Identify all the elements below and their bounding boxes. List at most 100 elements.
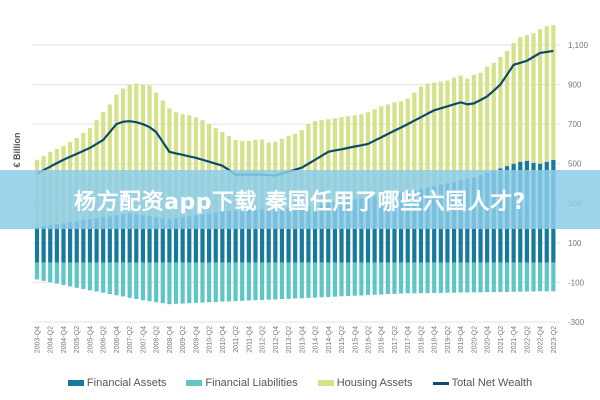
x-tick-label: 2015-Q2	[339, 326, 346, 353]
bar-housing-assets	[498, 56, 503, 169]
bar-financial-assets	[213, 212, 218, 263]
bar-financial-assets	[167, 219, 172, 263]
bar-financial-assets	[48, 225, 53, 263]
bar-financial-liabilities	[173, 262, 179, 304]
bar-financial-liabilities	[246, 262, 251, 301]
bar-housing-assets	[405, 98, 410, 192]
x-tick-label: 2016-Q4	[379, 326, 386, 353]
bar-financial-liabilities	[339, 262, 344, 297]
bar-financial-assets	[299, 207, 304, 263]
bar-financial-assets	[207, 213, 212, 263]
bar-financial-liabilities	[61, 262, 66, 286]
bar-financial-liabilities	[538, 262, 543, 292]
bar-financial-assets	[187, 216, 192, 263]
x-tick-label: 2023-Q2	[551, 326, 558, 353]
bar-financial-liabilities	[68, 262, 73, 287]
legend-swatch	[432, 381, 449, 385]
bar-financial-liabilities	[180, 262, 185, 304]
bar-financial-liabilities	[332, 262, 337, 297]
bar-financial-assets	[266, 208, 271, 263]
bar-housing-assets	[173, 112, 179, 219]
bar-financial-liabilities	[253, 262, 258, 301]
x-tick-label: 2011-Q4	[246, 326, 253, 353]
x-tick-label: 2008-Q4	[167, 326, 174, 353]
bar-financial-liabilities	[405, 262, 410, 294]
x-tick-label: 2021-Q4	[511, 326, 518, 353]
bar-financial-assets	[359, 198, 364, 263]
x-tick-label: 2005-Q4	[87, 326, 94, 353]
legend-swatch	[67, 380, 84, 386]
bar-housing-assets	[425, 83, 430, 188]
bar-housing-assets	[504, 50, 510, 167]
bar-housing-assets	[352, 115, 357, 200]
bar-financial-assets	[54, 224, 59, 263]
bar-housing-assets	[339, 117, 344, 202]
bar-housing-assets	[107, 104, 112, 217]
bar-financial-assets	[180, 217, 185, 263]
overlay-banner: 杨方配资app下载 秦国任用了哪些六国人才?	[0, 170, 600, 229]
bar-financial-liabilities	[465, 262, 470, 293]
bar-financial-liabilities	[87, 262, 93, 291]
bar-financial-assets	[233, 210, 238, 263]
x-tick-label: 2019-Q4	[458, 326, 465, 353]
bar-financial-liabilities	[418, 262, 424, 294]
bar-financial-assets	[279, 208, 285, 263]
bar-financial-liabilities	[491, 262, 496, 293]
bar-financial-liabilities	[471, 262, 477, 293]
x-tick-label: 2018-Q4	[432, 326, 439, 353]
bar-housing-assets	[458, 75, 463, 181]
x-tick-label: 2020-Q4	[485, 326, 492, 353]
bar-housing-assets	[544, 26, 549, 162]
bar-financial-liabilities	[41, 262, 46, 281]
bar-financial-assets	[200, 214, 205, 263]
y-axis-label: € Billion	[12, 132, 22, 167]
x-tick-label: 2009-Q4	[193, 326, 200, 353]
bar-housing-assets	[465, 78, 470, 179]
bar-financial-assets	[319, 204, 324, 263]
bar-financial-assets	[68, 222, 73, 263]
bar-financial-liabilities	[438, 262, 443, 293]
bar-housing-assets	[524, 35, 529, 161]
bar-financial-liabilities	[220, 262, 225, 302]
legend-label: Total Net Wealth	[451, 377, 533, 389]
bar-financial-assets	[81, 220, 86, 263]
bar-housing-assets	[200, 120, 205, 215]
bar-housing-assets	[385, 104, 390, 195]
bar-housing-assets	[134, 83, 139, 215]
bar-financial-assets	[61, 223, 66, 263]
bar-financial-assets	[101, 217, 106, 263]
y-tick-label: 500	[568, 160, 582, 169]
bar-housing-assets	[485, 66, 490, 174]
bar-financial-liabilities	[207, 262, 212, 303]
bar-financial-assets	[379, 195, 384, 263]
bar-housing-assets	[491, 62, 496, 171]
x-tick-label: 2009-Q2	[180, 326, 187, 353]
bar-financial-assets	[34, 227, 40, 263]
bar-housing-assets	[140, 84, 146, 216]
x-tick-label: 2007-Q2	[127, 326, 134, 353]
bar-housing-assets	[306, 124, 311, 207]
bar-financial-assets	[306, 206, 311, 263]
legend-item-housing-assets: Housing Assets	[317, 377, 413, 389]
bar-financial-liabilities	[200, 262, 205, 303]
bar-housing-assets	[399, 101, 404, 193]
bar-housing-assets	[101, 112, 106, 218]
bar-financial-assets	[107, 216, 112, 263]
legend-label: Financial Liabilities	[205, 377, 298, 389]
bar-housing-assets	[160, 100, 165, 219]
bar-financial-assets	[41, 226, 46, 263]
bar-financial-liabilities	[114, 262, 119, 296]
bar-financial-liabilities	[425, 262, 430, 294]
bar-financial-liabilities	[233, 262, 238, 302]
bar-financial-liabilities	[134, 262, 139, 300]
bar-financial-assets	[293, 207, 298, 263]
bar-housing-assets	[187, 115, 192, 217]
bar-financial-assets	[127, 213, 132, 263]
bar-housing-assets	[471, 74, 477, 178]
x-tick-label: 2011-Q2	[233, 326, 240, 353]
legend-item-total-net-wealth: Total Net Wealth	[432, 377, 533, 389]
x-tick-label: 2006-Q2	[101, 326, 108, 353]
bar-financial-assets	[114, 215, 119, 263]
bar-financial-liabilities	[458, 262, 463, 293]
bar-financial-liabilities	[478, 262, 483, 293]
